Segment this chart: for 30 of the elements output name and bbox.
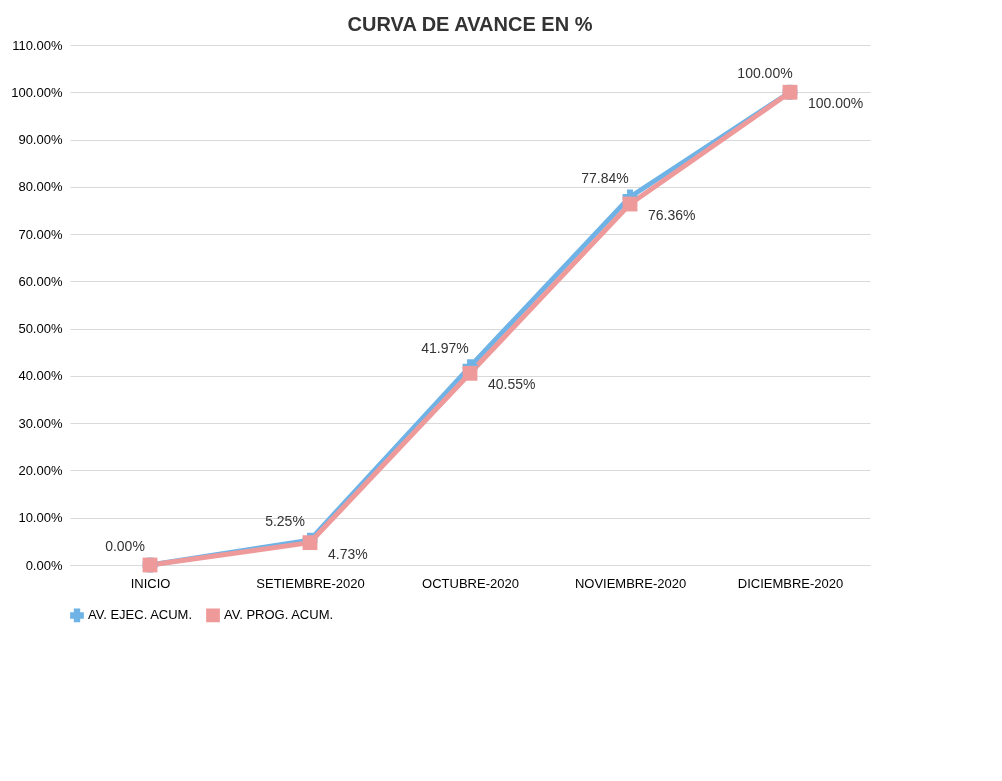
legend-label: AV. PROG. ACUM. [224, 607, 334, 623]
y-tick-label: 90.00% [18, 132, 63, 148]
y-tick-label: 60.00% [18, 273, 63, 289]
y-tick-label: 10.00% [18, 510, 63, 526]
point [462, 365, 478, 381]
data-label: 40.55% [488, 376, 536, 393]
data-label: 76.36% [648, 207, 696, 224]
data-label: 100.00% [737, 65, 793, 82]
data-label: 0.00% [105, 538, 145, 554]
y-tick-label: 110.00% [12, 37, 63, 53]
x-tick-label: INICIO [130, 575, 171, 591]
data-label: 100.00% [808, 95, 864, 112]
x-tick-label: DICIEMBRE-2020 [737, 575, 844, 591]
chart-title: CURVA DE AVANCE EN % [347, 13, 593, 35]
data-label: 5.25% [265, 513, 305, 530]
y-tick-label: 50.00% [18, 321, 63, 337]
x-tick-label: OCTUBRE-2020 [422, 575, 519, 591]
x-tick-label: SETIEMBRE-2020 [256, 575, 365, 591]
y-tick-label: 40.00% [18, 368, 63, 384]
y-tick-label: 0.00% [25, 557, 63, 573]
data-label: 77.84% [581, 170, 629, 187]
y-tick-label: 20.00% [18, 462, 63, 478]
y-tick-label: 80.00% [18, 179, 63, 195]
y-tick-label: 100.00% [11, 84, 63, 100]
y-tick-label: 30.00% [18, 415, 63, 431]
data-label: 41.97% [421, 339, 469, 356]
legend-label: AV. EJEC. ACUM. [88, 607, 193, 623]
data-label: 4.73% [328, 545, 368, 562]
y-tick-label: 70.00% [18, 226, 63, 242]
x-tick-label: NOVIEMBRE-2020 [574, 575, 687, 591]
